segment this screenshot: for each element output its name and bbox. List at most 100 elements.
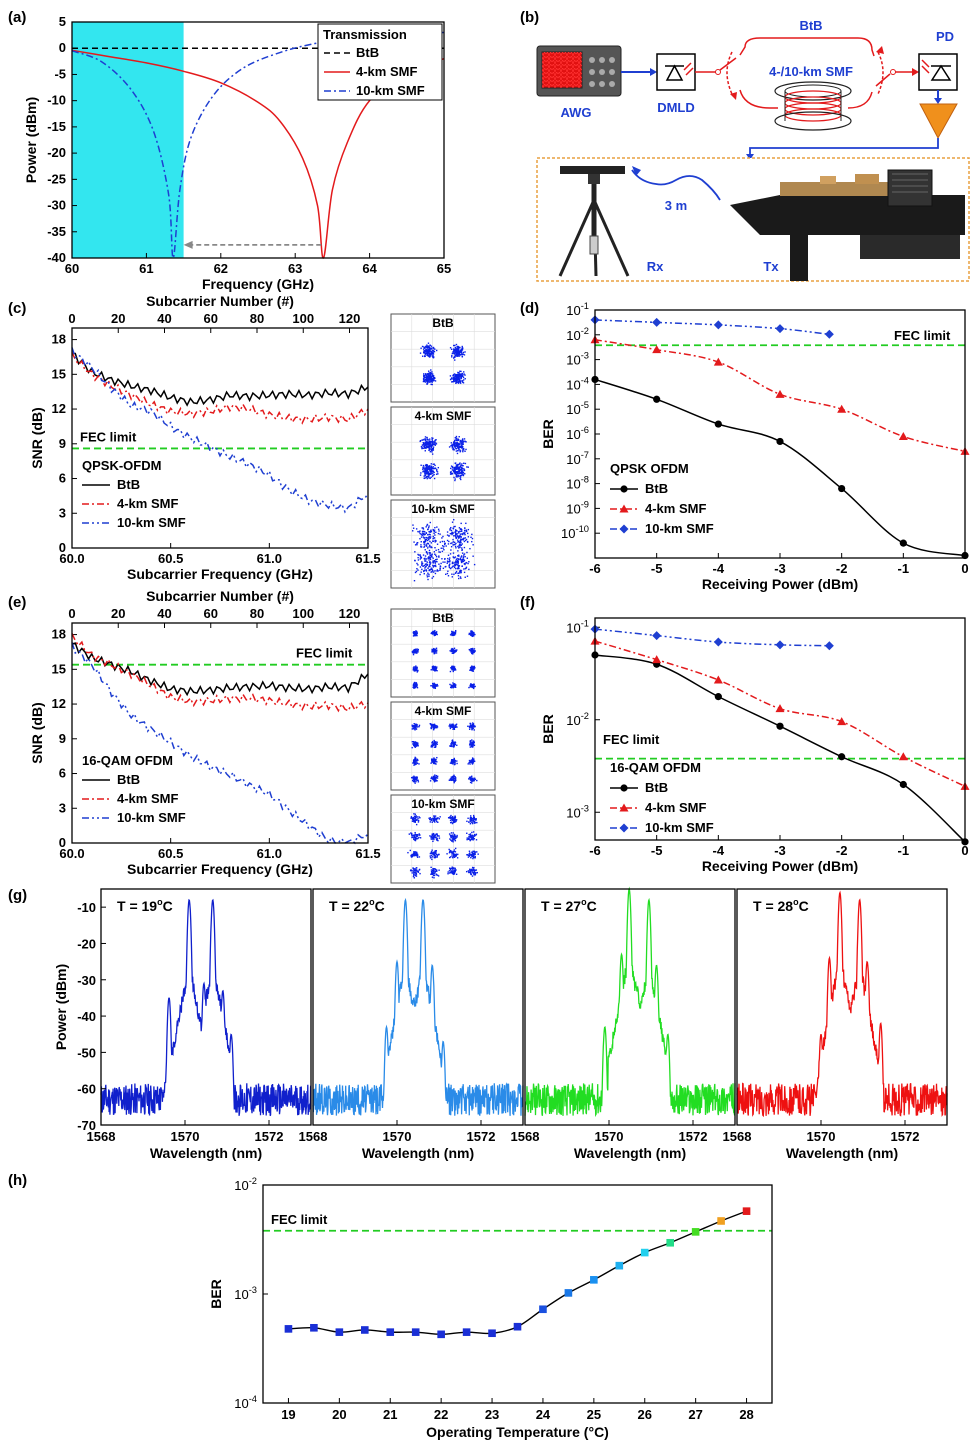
constellation-point xyxy=(425,532,428,534)
constellation-point xyxy=(432,557,434,559)
constellation-point xyxy=(454,668,456,670)
constellation-point xyxy=(459,534,461,537)
constellation-point xyxy=(411,836,413,838)
constellation-point xyxy=(471,670,474,672)
constellation-point xyxy=(449,650,451,652)
constellation-point xyxy=(422,536,425,538)
constellation-point xyxy=(475,834,477,836)
constellation-point xyxy=(459,540,461,542)
constellation-point xyxy=(438,530,440,532)
constellation-point xyxy=(413,851,415,853)
constellation-point xyxy=(457,567,459,569)
constellation-point xyxy=(412,725,415,727)
constellation-point xyxy=(431,648,433,651)
constellation-point xyxy=(424,533,426,535)
constellation-point xyxy=(422,466,424,469)
constellation-point xyxy=(472,651,474,653)
y-tick-label: 10-10 xyxy=(561,524,589,541)
constellation-point xyxy=(434,526,436,529)
legend-label: 4-km SMF xyxy=(356,64,417,79)
constellation-point xyxy=(457,562,459,564)
constellation-point xyxy=(432,682,434,685)
constellation-point xyxy=(452,375,454,377)
constellation-point xyxy=(469,817,472,819)
constellation-point xyxy=(455,474,458,477)
constellation-point xyxy=(446,562,448,564)
constellation-point xyxy=(413,775,415,777)
constellation-point xyxy=(432,840,434,843)
constellation-point xyxy=(457,547,460,549)
constellation-point xyxy=(455,351,457,354)
x-tick-label: 27 xyxy=(688,1407,702,1422)
constellation-point xyxy=(412,818,415,820)
constellation-point xyxy=(453,470,456,473)
constellation-point xyxy=(467,532,469,535)
constellation-point xyxy=(467,528,470,531)
constellation-point xyxy=(432,856,434,858)
legend-title: 16-QAM OFDM xyxy=(82,753,173,768)
constellation-point xyxy=(461,465,463,467)
constellation-point xyxy=(430,376,433,378)
constellation-point xyxy=(438,556,440,558)
y-tick-label: 10-4 xyxy=(234,1394,257,1411)
constellation-point xyxy=(469,778,471,780)
constellation-point xyxy=(425,550,428,553)
constellation-point xyxy=(460,561,463,564)
constellation-point xyxy=(436,670,438,672)
constellation-point xyxy=(451,445,454,448)
constellation-point xyxy=(456,760,458,762)
constellation-point xyxy=(433,762,435,764)
constellation-point xyxy=(453,562,455,564)
constellation-point xyxy=(453,835,455,837)
x-tick-label: 20 xyxy=(332,1407,346,1422)
constellation-point xyxy=(455,560,457,562)
y-tick-label: -10 xyxy=(77,900,96,915)
constellation-point xyxy=(429,373,431,375)
x-tick-label: 21 xyxy=(383,1407,397,1422)
x-tick-label: 61.5 xyxy=(355,846,380,861)
constellation-point xyxy=(420,464,422,466)
constellation-point xyxy=(460,445,462,447)
constellation-point xyxy=(431,383,433,386)
constellation-point xyxy=(414,551,416,553)
constellation-point xyxy=(434,572,437,575)
constellation-point xyxy=(453,566,456,569)
constellation-point xyxy=(470,782,473,784)
data-point xyxy=(437,1330,445,1339)
constellation-point xyxy=(423,477,425,480)
constellation-point xyxy=(460,570,462,572)
constellation-point xyxy=(451,779,454,781)
constellation-point xyxy=(452,856,454,859)
y-tick-label: -50 xyxy=(77,1045,96,1060)
constellation-point xyxy=(448,725,450,727)
constellation-point xyxy=(421,534,424,536)
constellation-point xyxy=(455,353,457,355)
constellation-point xyxy=(461,440,463,443)
constellation-point xyxy=(433,565,436,567)
constellation-point xyxy=(431,858,433,861)
constellation-point xyxy=(434,835,436,838)
constellation-point xyxy=(429,445,431,447)
constellation-point xyxy=(454,561,456,563)
constellation-point xyxy=(466,832,468,834)
constellation-point xyxy=(424,538,427,541)
constellation-point xyxy=(413,764,415,766)
constellation-point xyxy=(461,538,463,541)
constellation-point xyxy=(425,374,427,376)
constellation-point xyxy=(453,650,456,652)
constellation-point xyxy=(425,468,427,471)
constellation-point xyxy=(456,762,458,765)
constellation-point xyxy=(456,857,459,859)
constellation-point xyxy=(427,572,429,574)
constellation-point xyxy=(453,525,455,528)
constellation-point xyxy=(455,572,457,574)
constellation-point xyxy=(471,652,473,654)
constellation-point xyxy=(419,872,421,875)
constellation-point xyxy=(416,726,419,728)
constellation-point xyxy=(432,449,435,451)
x2-tick-label: 40 xyxy=(157,606,171,621)
constellation-point xyxy=(464,473,466,475)
constellation-point xyxy=(435,473,438,475)
constellation-point xyxy=(451,576,453,578)
